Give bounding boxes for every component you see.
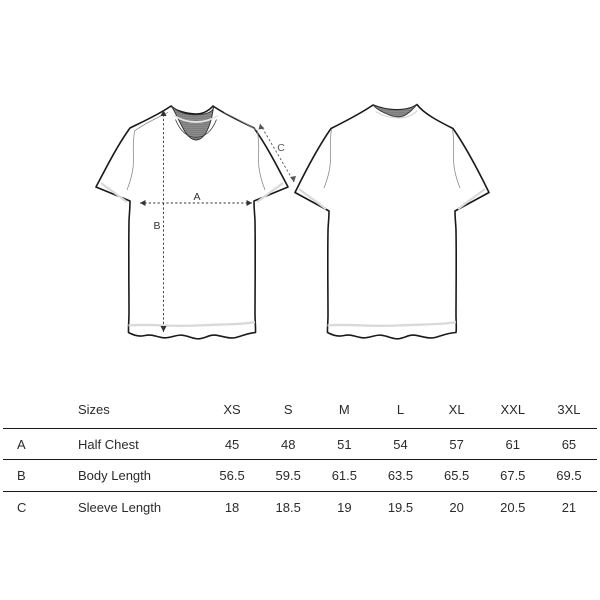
svg-text:C: C: [277, 142, 285, 154]
svg-text:B: B: [153, 220, 160, 232]
svg-text:A: A: [193, 191, 200, 203]
